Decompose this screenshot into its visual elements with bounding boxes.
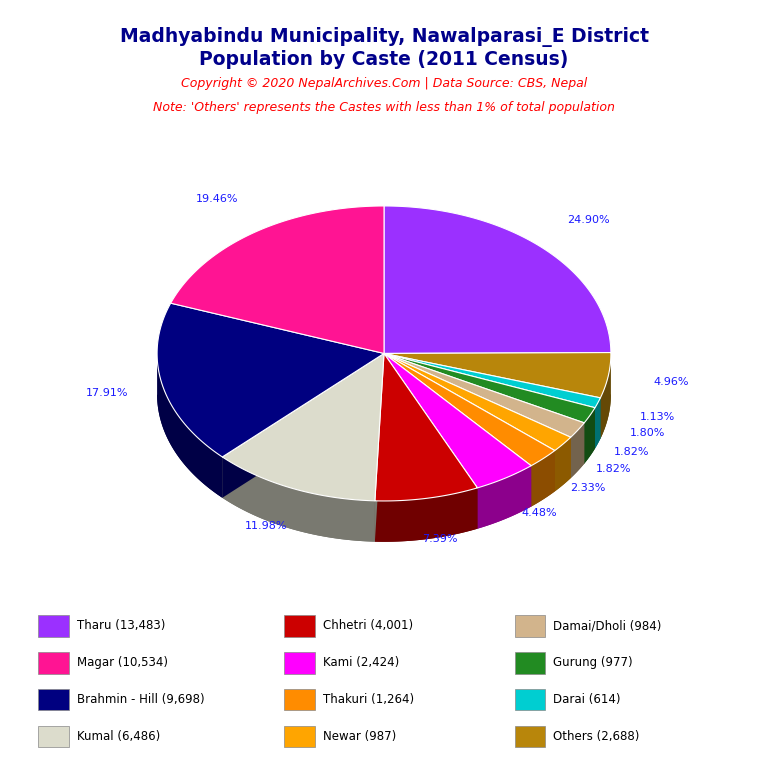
Polygon shape <box>384 394 571 492</box>
Polygon shape <box>384 394 584 478</box>
Text: Brahmin - Hill (9,698): Brahmin - Hill (9,698) <box>77 694 204 706</box>
Polygon shape <box>375 353 478 501</box>
Polygon shape <box>384 394 601 449</box>
Polygon shape <box>384 353 584 464</box>
Text: 2.33%: 2.33% <box>571 483 606 493</box>
Polygon shape <box>601 353 611 439</box>
Polygon shape <box>384 353 611 398</box>
Polygon shape <box>384 353 531 507</box>
Text: Kumal (6,486): Kumal (6,486) <box>77 730 160 743</box>
Polygon shape <box>384 353 571 478</box>
Polygon shape <box>157 354 222 498</box>
Polygon shape <box>384 394 554 507</box>
Polygon shape <box>384 353 584 437</box>
Polygon shape <box>384 353 601 408</box>
Text: Tharu (13,483): Tharu (13,483) <box>77 620 165 632</box>
Polygon shape <box>384 353 478 528</box>
Text: 1.13%: 1.13% <box>640 412 675 422</box>
Polygon shape <box>222 394 384 541</box>
Polygon shape <box>384 353 554 492</box>
Text: 1.82%: 1.82% <box>595 465 631 475</box>
Text: Thakuri (1,264): Thakuri (1,264) <box>323 694 414 706</box>
Text: Newar (987): Newar (987) <box>323 730 396 743</box>
Text: 4.96%: 4.96% <box>654 376 689 386</box>
Text: Population by Caste (2011 Census): Population by Caste (2011 Census) <box>200 50 568 69</box>
Polygon shape <box>222 353 384 498</box>
Polygon shape <box>478 465 531 528</box>
Polygon shape <box>384 353 584 464</box>
Polygon shape <box>222 353 384 498</box>
Polygon shape <box>571 423 584 478</box>
Text: Copyright © 2020 NepalArchives.Com | Data Source: CBS, Nepal: Copyright © 2020 NepalArchives.Com | Dat… <box>181 77 587 90</box>
Polygon shape <box>375 488 478 541</box>
Polygon shape <box>157 303 384 457</box>
Text: Damai/Dholi (984): Damai/Dholi (984) <box>553 620 661 632</box>
Polygon shape <box>384 353 571 451</box>
Polygon shape <box>384 353 531 507</box>
Polygon shape <box>384 353 531 488</box>
Polygon shape <box>384 353 554 465</box>
Text: Gurung (977): Gurung (977) <box>553 657 633 669</box>
Polygon shape <box>384 353 595 449</box>
Polygon shape <box>384 353 595 423</box>
Text: 24.90%: 24.90% <box>568 214 610 224</box>
Polygon shape <box>384 353 571 478</box>
Polygon shape <box>384 353 601 439</box>
Polygon shape <box>375 394 478 541</box>
Polygon shape <box>554 437 571 492</box>
Polygon shape <box>157 394 384 498</box>
Polygon shape <box>384 394 531 528</box>
Text: 1.80%: 1.80% <box>630 428 665 438</box>
Text: Kami (2,424): Kami (2,424) <box>323 657 399 669</box>
Polygon shape <box>375 353 384 541</box>
Text: 7.39%: 7.39% <box>422 534 457 544</box>
Polygon shape <box>222 457 375 541</box>
Text: 19.46%: 19.46% <box>196 194 239 204</box>
Text: 1.82%: 1.82% <box>614 447 650 457</box>
Text: 11.98%: 11.98% <box>245 521 288 531</box>
Polygon shape <box>222 353 384 501</box>
Text: Note: 'Others' represents the Castes with less than 1% of total population: Note: 'Others' represents the Castes wit… <box>153 101 615 114</box>
Polygon shape <box>384 353 554 492</box>
Polygon shape <box>384 353 595 449</box>
Polygon shape <box>384 394 611 439</box>
Text: 4.48%: 4.48% <box>521 508 558 518</box>
Polygon shape <box>375 353 384 541</box>
Polygon shape <box>384 206 611 353</box>
Text: Madhyabindu Municipality, Nawalparasi_E District: Madhyabindu Municipality, Nawalparasi_E … <box>120 27 648 47</box>
Polygon shape <box>384 353 478 528</box>
Polygon shape <box>531 451 554 507</box>
Text: 17.91%: 17.91% <box>86 388 128 398</box>
Polygon shape <box>384 353 601 439</box>
Polygon shape <box>584 408 595 464</box>
Text: Magar (10,534): Magar (10,534) <box>77 657 167 669</box>
Polygon shape <box>595 398 601 449</box>
Text: Darai (614): Darai (614) <box>553 694 621 706</box>
Polygon shape <box>170 206 384 353</box>
Text: Chhetri (4,001): Chhetri (4,001) <box>323 620 412 632</box>
Text: Others (2,688): Others (2,688) <box>553 730 639 743</box>
Polygon shape <box>384 394 595 464</box>
